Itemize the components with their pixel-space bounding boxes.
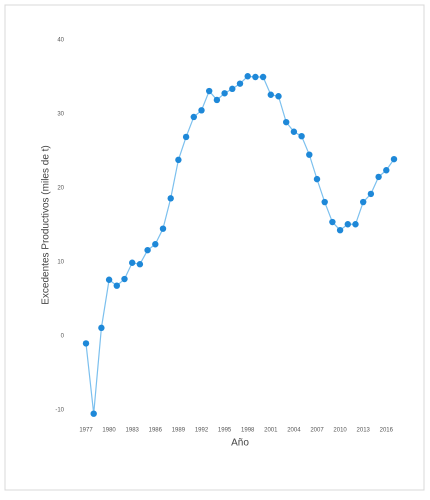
point bbox=[275, 93, 282, 100]
point bbox=[283, 118, 290, 126]
point bbox=[352, 221, 359, 228]
point bbox=[244, 73, 251, 80]
point bbox=[236, 80, 244, 87]
point bbox=[113, 282, 121, 289]
point bbox=[105, 276, 113, 283]
x-tick-label: 1992 bbox=[195, 428, 209, 434]
y-tick-label: -10 bbox=[55, 408, 64, 414]
x-tick-label: 1977 bbox=[79, 428, 93, 434]
point bbox=[190, 113, 197, 121]
y-tick-label: 30 bbox=[57, 112, 64, 118]
point bbox=[313, 175, 321, 183]
point bbox=[259, 73, 267, 81]
x-tick-label: 1989 bbox=[172, 428, 186, 434]
y-axis-label: Excedentes Productivos (miles de t) bbox=[41, 145, 52, 305]
point bbox=[229, 85, 236, 93]
x-tick-label: 1995 bbox=[218, 428, 232, 434]
point bbox=[198, 107, 205, 114]
point bbox=[267, 91, 274, 98]
point bbox=[129, 259, 136, 266]
point bbox=[159, 225, 167, 232]
point bbox=[82, 340, 90, 347]
point bbox=[221, 90, 228, 97]
point bbox=[344, 221, 351, 228]
x-tick-label: 2016 bbox=[380, 428, 394, 434]
point bbox=[175, 156, 182, 164]
point bbox=[90, 410, 97, 417]
point bbox=[252, 73, 259, 81]
x-tick-label: 2013 bbox=[357, 428, 371, 434]
point bbox=[290, 128, 298, 135]
y-tick-label: 0 bbox=[61, 334, 65, 340]
point bbox=[144, 246, 151, 254]
point bbox=[336, 226, 344, 234]
point bbox=[206, 87, 213, 95]
point bbox=[390, 155, 398, 163]
point bbox=[136, 261, 144, 268]
x-tick-label: 2004 bbox=[287, 428, 301, 434]
frame bbox=[4, 4, 425, 491]
x-tick-label: 2007 bbox=[310, 428, 324, 434]
point bbox=[329, 218, 336, 226]
y-tick-label: 40 bbox=[57, 38, 64, 44]
point bbox=[306, 151, 313, 158]
x-tick-label: 1998 bbox=[241, 428, 255, 434]
x-tick-label: 1980 bbox=[102, 428, 116, 434]
point bbox=[98, 324, 105, 332]
point bbox=[121, 275, 128, 283]
point bbox=[360, 198, 367, 206]
point bbox=[375, 173, 382, 181]
point bbox=[182, 133, 190, 141]
x-tick-label: 2001 bbox=[264, 428, 278, 434]
point bbox=[298, 133, 305, 140]
x-tick-label: 1983 bbox=[126, 428, 140, 434]
point bbox=[383, 167, 390, 174]
point bbox=[213, 96, 221, 104]
point bbox=[367, 190, 375, 198]
x-tick-label: 2010 bbox=[333, 428, 347, 434]
y-tick-label: 10 bbox=[57, 260, 64, 266]
y-tick-label: 20 bbox=[57, 186, 64, 192]
x-tick-label: 1986 bbox=[149, 428, 163, 434]
point bbox=[321, 198, 328, 206]
x-axis-label: Año bbox=[231, 438, 249, 449]
point bbox=[167, 195, 174, 202]
point bbox=[152, 241, 159, 248]
